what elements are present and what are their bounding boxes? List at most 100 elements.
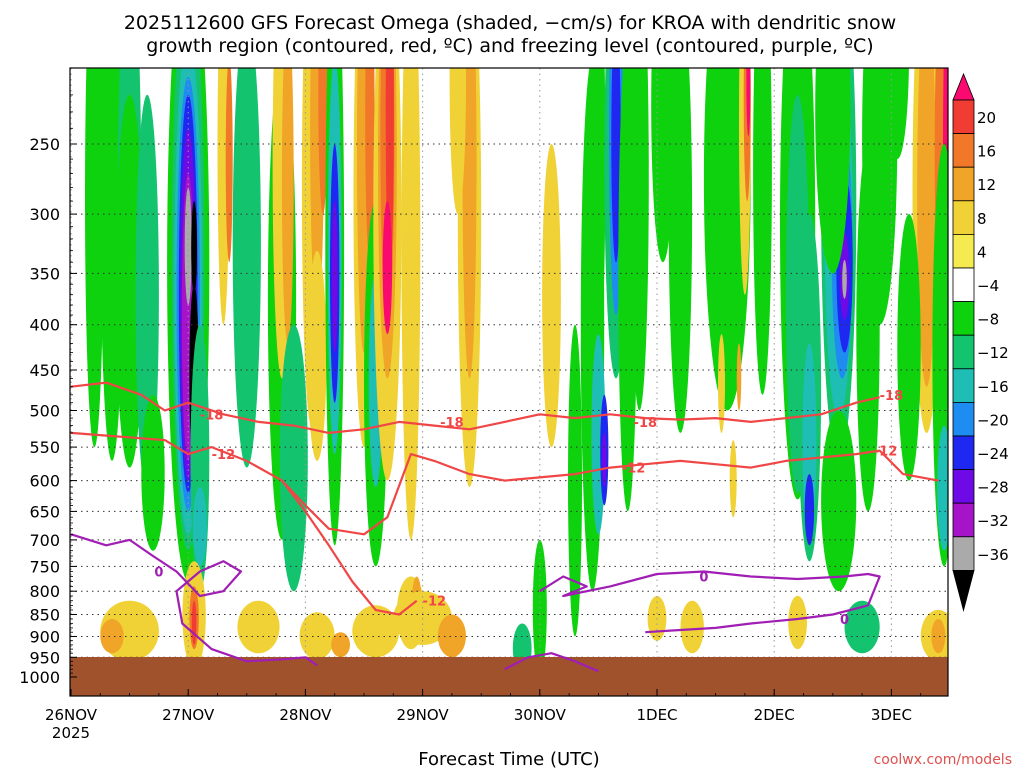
y-tick-label-850: 850: [29, 606, 60, 625]
colorbar-label-8: −16: [977, 378, 1009, 396]
omega-shade-100: [718, 334, 725, 433]
plot-frame: [69, 67, 949, 697]
y-tick-label-800: 800: [29, 582, 60, 601]
omega-shade-111: [931, 619, 946, 654]
omega-shading: [85, 68, 948, 678]
omega-shade-20: [191, 600, 197, 645]
chart-title-line-2: growth region (contoured, red, ºC) and f…: [146, 35, 873, 57]
colorbar-swatch-4: [952, 200, 975, 235]
x-tick-sublabel-26NOV: 2025: [52, 724, 90, 742]
x-axis-label: Forecast Time (UTC): [418, 749, 599, 768]
omega-shade-101: [736, 343, 742, 411]
omega-shade-65: [591, 68, 606, 370]
omega-shade-51: [449, 68, 466, 215]
y-tick-label-250: 250: [29, 135, 60, 154]
omega-shade-55: [100, 619, 124, 654]
y-tick-label-1000: 1000: [19, 668, 60, 687]
y-tick-label-600: 600: [29, 472, 60, 491]
omega-shade-98: [844, 600, 880, 654]
y-tick-label-950: 950: [29, 648, 60, 667]
y-tick-label-550: 550: [29, 438, 60, 457]
contour-label-6: -18: [880, 389, 904, 404]
contour-label-2: -18: [440, 416, 464, 431]
omega-shade-68: [602, 432, 607, 487]
x-tick-label-2DEC: 2DEC: [754, 706, 795, 724]
colorbar-label-0: 20: [977, 109, 996, 127]
contour-label-4: -18: [634, 416, 658, 431]
x-tick-label-1DEC: 1DEC: [636, 706, 677, 724]
omega-shade-15: [191, 201, 198, 295]
omega-shade-59: [331, 632, 350, 658]
omega-shade-27: [279, 324, 308, 592]
omega-shade-94: [821, 410, 857, 592]
omega-shade-97: [862, 68, 898, 325]
colorbar-label-2: 12: [977, 176, 996, 194]
temperature-contours: [70, 381, 939, 673]
omega-shade-63: [568, 324, 582, 637]
omega-shade-73: [630, 68, 649, 411]
omega-shade-99: [729, 440, 737, 518]
omega-shade-95: [815, 68, 851, 274]
colorbar-label-7: −12: [977, 344, 1009, 362]
x-tick-label-30NOV: 30NOV: [514, 706, 567, 724]
colorbar-swatch-10: [952, 401, 975, 437]
contour-labels: -18 -12 -18 -12 -18 -12 -18 -12 0 0 0: [154, 389, 903, 628]
y-tick-label-750: 750: [29, 557, 60, 576]
omega-shade-57: [299, 612, 335, 660]
contour-label-3: -12: [423, 595, 447, 610]
contour-label-10: 0: [840, 613, 849, 628]
colorbar-label-10: −24: [977, 445, 1009, 463]
omega-shade-77: [680, 600, 704, 654]
colorbar-label-5: −4: [977, 277, 999, 295]
colorbar-top-arrow: [952, 72, 975, 101]
colorbar-label-4: 4: [977, 243, 987, 261]
colorbar-swatch-3: [952, 166, 975, 202]
colorbar-swatch-12: [952, 469, 975, 504]
y-tick-label-350: 350: [29, 264, 60, 283]
colorbar-label-3: 8: [977, 210, 987, 228]
omega-shade-35: [331, 201, 338, 353]
colorbar-label-13: −36: [977, 546, 1009, 564]
omega-shade-31: [307, 250, 327, 461]
y-tick-label-450: 450: [29, 361, 60, 380]
omega-shade-26: [281, 68, 294, 344]
omega-shade-22: [225, 68, 233, 263]
omega-shade-102: [788, 595, 807, 650]
contour-line-1: [70, 431, 939, 536]
colorbar-swatch-6: [952, 267, 975, 302]
y-tick-label-900: 900: [29, 628, 60, 647]
colorbar-swatch-11: [952, 435, 975, 470]
colorbar-swatch-1: [952, 99, 975, 134]
omega-shade-87: [804, 474, 815, 546]
omega-shade-53: [437, 614, 466, 658]
contour-line-4: [539, 570, 881, 634]
credit-text: coolwx.com/models: [874, 752, 1012, 768]
omega-shade-107: [897, 213, 921, 481]
omega-shade-75: [668, 68, 693, 433]
y-tick-label-650: 650: [29, 502, 60, 521]
colorbar-swatch-5: [952, 233, 975, 269]
x-tick-label-26NOV: 26NOV: [45, 706, 98, 724]
plot-area: -18 -12 -18 -12 -18 -12 -18 -12 0 0 0: [69, 67, 949, 697]
colorbar-label-6: −8: [977, 311, 999, 329]
contour-label-9: 0: [699, 571, 708, 586]
contour-line-3: [70, 533, 318, 667]
contour-label-0: -18: [200, 408, 224, 423]
colorbar-label-9: −20: [977, 411, 1009, 429]
x-tick-label-28NOV: 28NOV: [279, 706, 332, 724]
contour-label-8: 0: [154, 566, 163, 581]
y-axis: 250 300 350 400 450 500 550 600 650 700 750 800 850 9…: [19, 94, 77, 687]
contour-label-5: -12: [622, 462, 646, 477]
omega-shade-23: [232, 68, 261, 468]
colorbar-swatch-7: [952, 301, 975, 336]
colorbar-swatch-2: [952, 133, 975, 168]
y-tick-label-300: 300: [29, 205, 60, 224]
omega-shade-78: [703, 68, 751, 411]
omega-shade-82: [753, 68, 772, 395]
omega-shade-17: [192, 487, 207, 567]
contour-label-1: -12: [212, 448, 236, 463]
omega-shade-81: [746, 68, 751, 137]
omega-shade-4: [135, 94, 159, 494]
